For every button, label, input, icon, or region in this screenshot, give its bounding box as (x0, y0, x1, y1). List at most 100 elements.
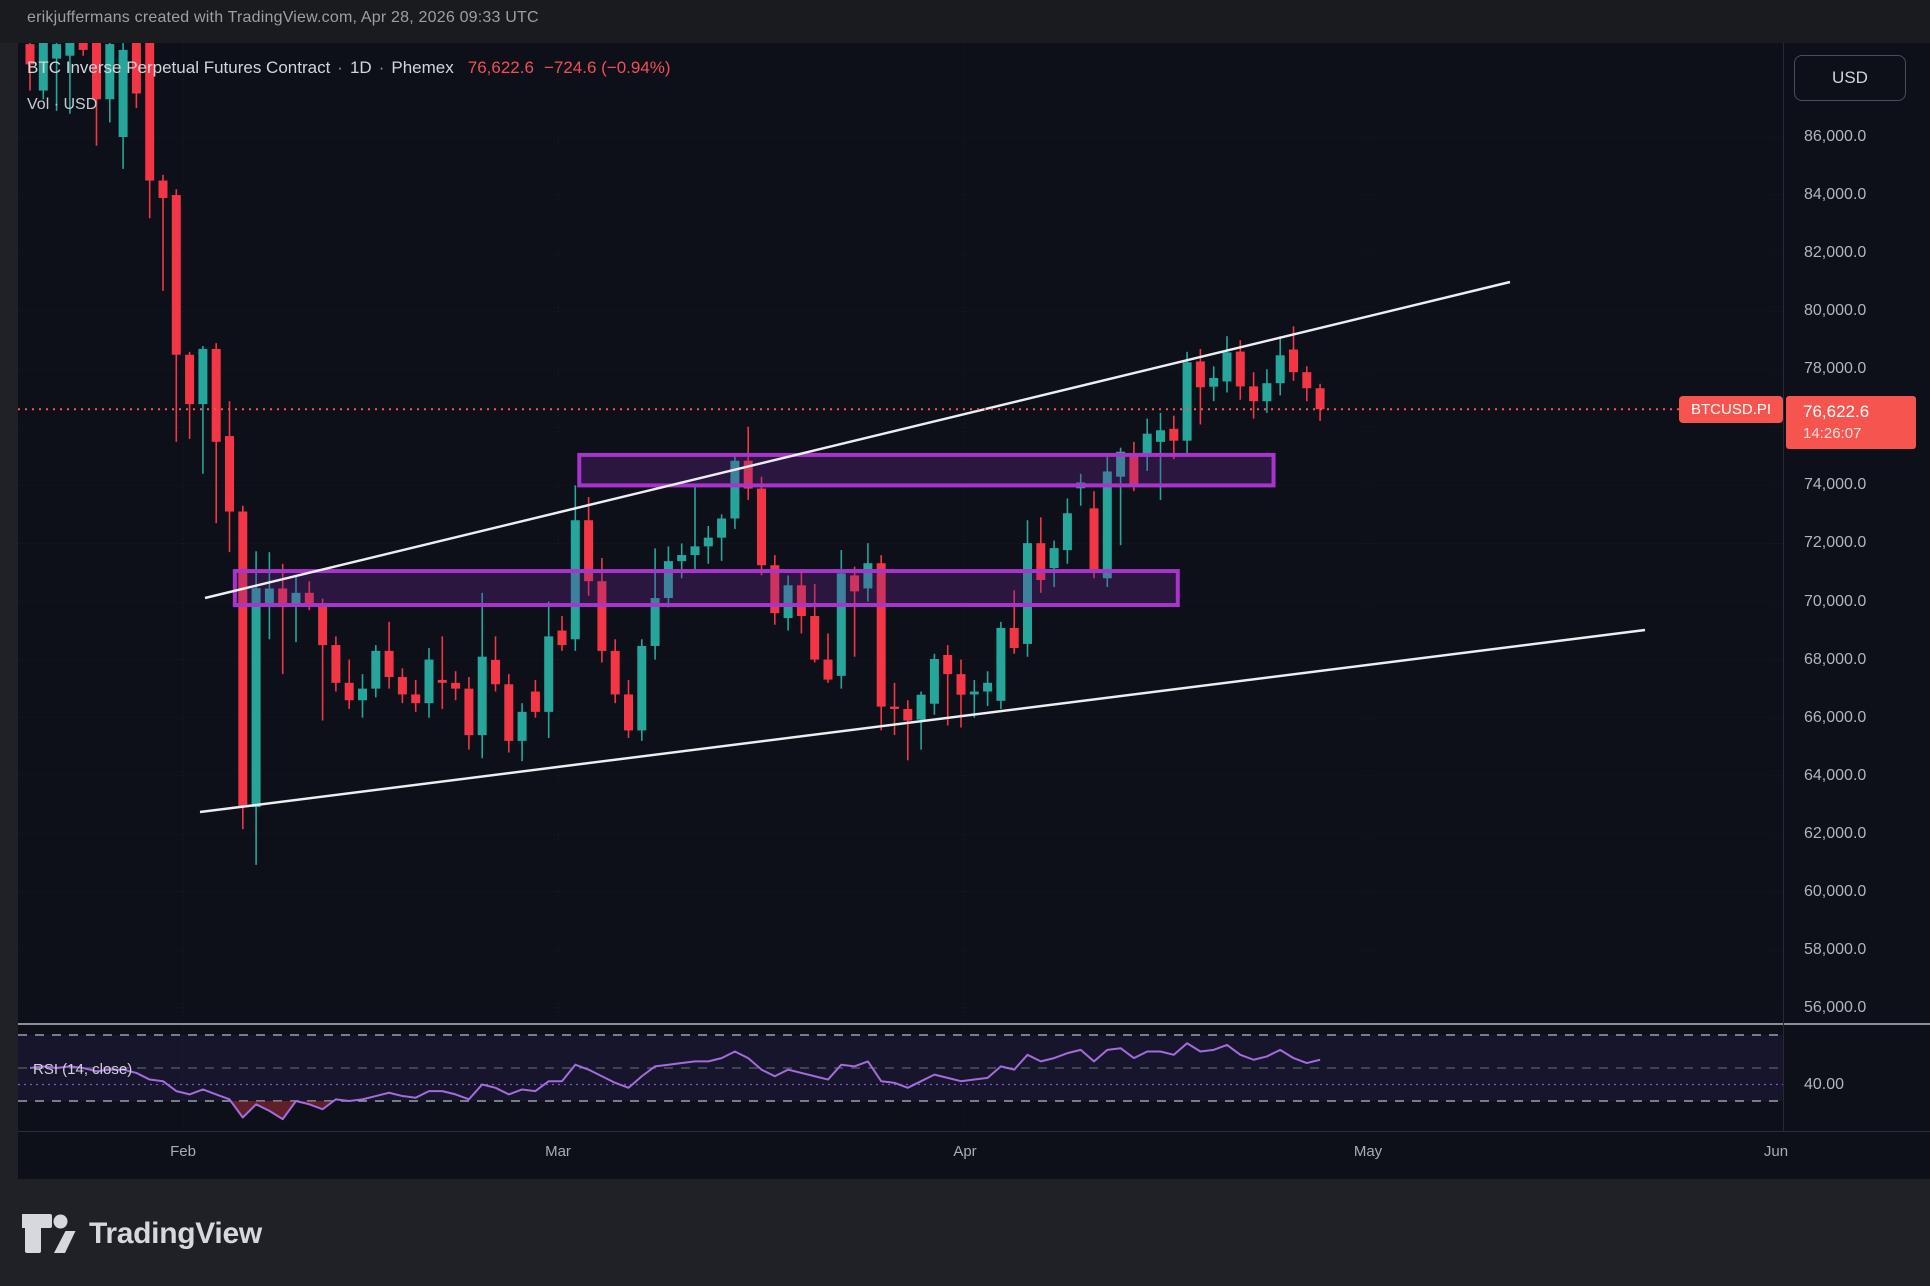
price-axis-label: 78,000.0 (1804, 360, 1867, 378)
separator: · (337, 58, 343, 77)
left-margin (0, 43, 18, 1179)
candle (557, 630, 567, 646)
tradingview-logo[interactable]: TradingView (22, 1213, 262, 1255)
candle (225, 436, 234, 512)
candle (1249, 386, 1259, 402)
price-change: −724.6 (−0.94%) (543, 58, 671, 77)
interval-label[interactable]: 1D (349, 58, 372, 77)
candle (663, 561, 673, 599)
candle (344, 682, 354, 701)
support-zone-box[interactable] (232, 569, 1180, 608)
candle (530, 691, 540, 712)
exchange-label: Phemex (391, 58, 454, 77)
price-axis-label: 80,000.0 (1804, 302, 1867, 320)
candle (264, 588, 274, 603)
candle (783, 585, 793, 619)
time-axis-label-mar: Mar (545, 1143, 571, 1160)
symbol-title[interactable]: BTC Inverse Perpetual Futures Contract (27, 58, 331, 77)
candle (158, 180, 168, 198)
chart-background (18, 43, 1930, 1179)
rsi-pane[interactable] (18, 1034, 1783, 1121)
last-price-badge: 76,622.6 14:26:07 (1786, 396, 1916, 449)
candle (863, 563, 873, 589)
candle (850, 575, 860, 592)
candle (637, 645, 647, 731)
volume-indicator-label[interactable]: Vol · USD (27, 96, 98, 113)
price-axis-label: 58,000.0 (1804, 940, 1867, 958)
price-axis-border (1783, 43, 1784, 1131)
candle (650, 598, 660, 646)
candle (677, 555, 687, 562)
time-axis-label-may: May (1353, 1143, 1383, 1160)
time-axis-label-jun: Jun (1763, 1143, 1789, 1160)
price-axis-label: 66,000.0 (1804, 708, 1867, 726)
candle (464, 688, 474, 736)
candle (251, 588, 261, 808)
symbol-price-line-badge: BTCUSD.PI (1678, 396, 1783, 423)
price-axis-label: 70,000.0 (1804, 592, 1867, 610)
attribution-text: erikjuffermans created with TradingView.… (27, 9, 539, 26)
candle (1142, 433, 1152, 457)
pane-separator[interactable] (18, 1023, 1930, 1025)
candle (371, 650, 381, 689)
candle (92, 43, 101, 100)
resistance-zone-box[interactable] (577, 452, 1276, 488)
time-axis-border (18, 1131, 1930, 1132)
candle (304, 592, 314, 603)
candle (1195, 361, 1205, 388)
candle (570, 520, 580, 640)
candle (318, 604, 328, 646)
candle (610, 650, 620, 695)
candle (1182, 362, 1192, 441)
candle (517, 711, 527, 741)
time-axis-label-feb: Feb (170, 1143, 196, 1160)
candle (836, 573, 846, 676)
bottom-bar (0, 1179, 1930, 1286)
candle (1156, 430, 1165, 442)
upper-trendline[interactable] (204, 280, 1511, 600)
rsi-indicator-label[interactable]: RSI (14, close) (33, 1061, 133, 1078)
drawing-tools[interactable] (199, 280, 1646, 814)
candle (1235, 351, 1245, 387)
candle (1289, 349, 1298, 373)
candle (717, 518, 727, 538)
candle (38, 43, 48, 91)
lower-trendline[interactable] (199, 628, 1646, 814)
candle (823, 659, 833, 680)
price-axis-label: 62,000.0 (1804, 824, 1867, 842)
candle (1023, 543, 1032, 644)
time-axis-label-apr: Apr (953, 1143, 977, 1160)
candle (145, 43, 155, 181)
currency-toggle-button[interactable]: USD (1794, 55, 1906, 101)
candle (358, 688, 367, 701)
candle (703, 537, 713, 547)
candle (796, 585, 806, 617)
candle (1262, 383, 1272, 402)
chart-legend[interactable]: BTC Inverse Perpetual Futures Contract · 1… (27, 58, 671, 78)
rsi-line (29, 1042, 1321, 1121)
candle (624, 694, 633, 731)
candle (743, 460, 753, 489)
candle (1009, 627, 1019, 648)
candle (1169, 428, 1179, 441)
candle (597, 581, 607, 651)
candle (1036, 543, 1046, 581)
candle (331, 645, 341, 683)
candle (1222, 352, 1232, 382)
candle (929, 659, 939, 704)
candle (1116, 451, 1126, 477)
candle (890, 706, 899, 709)
candle (1102, 471, 1112, 579)
candle (996, 627, 1006, 701)
candle (397, 677, 407, 695)
candle (52, 44, 62, 59)
price-axis-label: 68,000.0 (1804, 650, 1867, 668)
candle (65, 43, 75, 56)
tradingview-logo-icon (22, 1214, 76, 1253)
candle (411, 694, 421, 704)
candle (903, 708, 913, 721)
countdown-timer: 14:26:07 (1803, 425, 1862, 442)
candle (956, 674, 966, 695)
candle (1315, 388, 1325, 410)
